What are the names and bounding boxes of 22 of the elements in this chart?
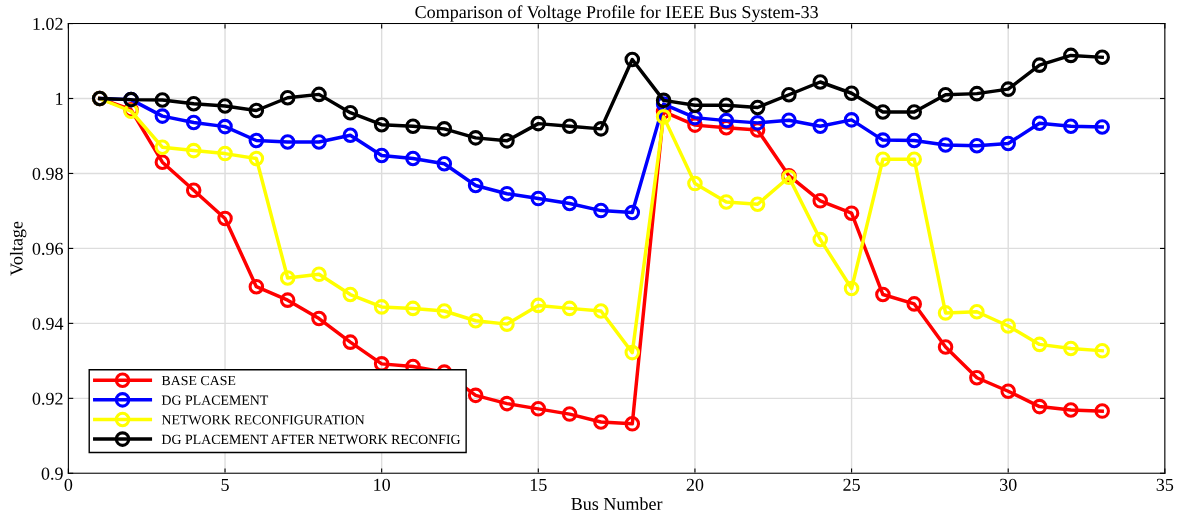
x-tick-label: 5 — [221, 478, 229, 491]
y-tick-label: 0.96 — [32, 242, 63, 255]
legend-label: DG PLACEMENT AFTER NETWORK RECONFIG — [161, 434, 461, 445]
y-tick-label: 1 — [56, 92, 63, 105]
y-tick-label: 1.02 — [33, 17, 63, 31]
y-tick-label: 0.9 — [41, 467, 63, 480]
legend-label: BASE CASE — [161, 375, 236, 386]
x-tick-label: 35 — [1156, 478, 1174, 491]
chart-title: Comparison of Voltage Profile for IEEE Bus System-33 — [415, 5, 818, 22]
x-tick-label: 0 — [64, 478, 73, 491]
y-axis-title: Voltage — [9, 221, 27, 276]
legend-label: DG PLACEMENT — [161, 395, 269, 405]
y-tick-label: 0.94 — [32, 317, 64, 330]
x-axis-title: Bus Number — [571, 497, 663, 511]
x-tick-label: 25 — [843, 478, 860, 491]
x-tick-label: 30 — [1000, 478, 1017, 491]
legend-label: NETWORK RECONFIGURATION — [161, 415, 365, 425]
x-tick-label: 10 — [374, 478, 390, 491]
x-tick-label: 15 — [530, 478, 547, 491]
y-tick-label: 0.98 — [32, 167, 63, 180]
y-tick-label: 0.92 — [32, 392, 63, 405]
x-tick-label: 20 — [686, 478, 704, 491]
